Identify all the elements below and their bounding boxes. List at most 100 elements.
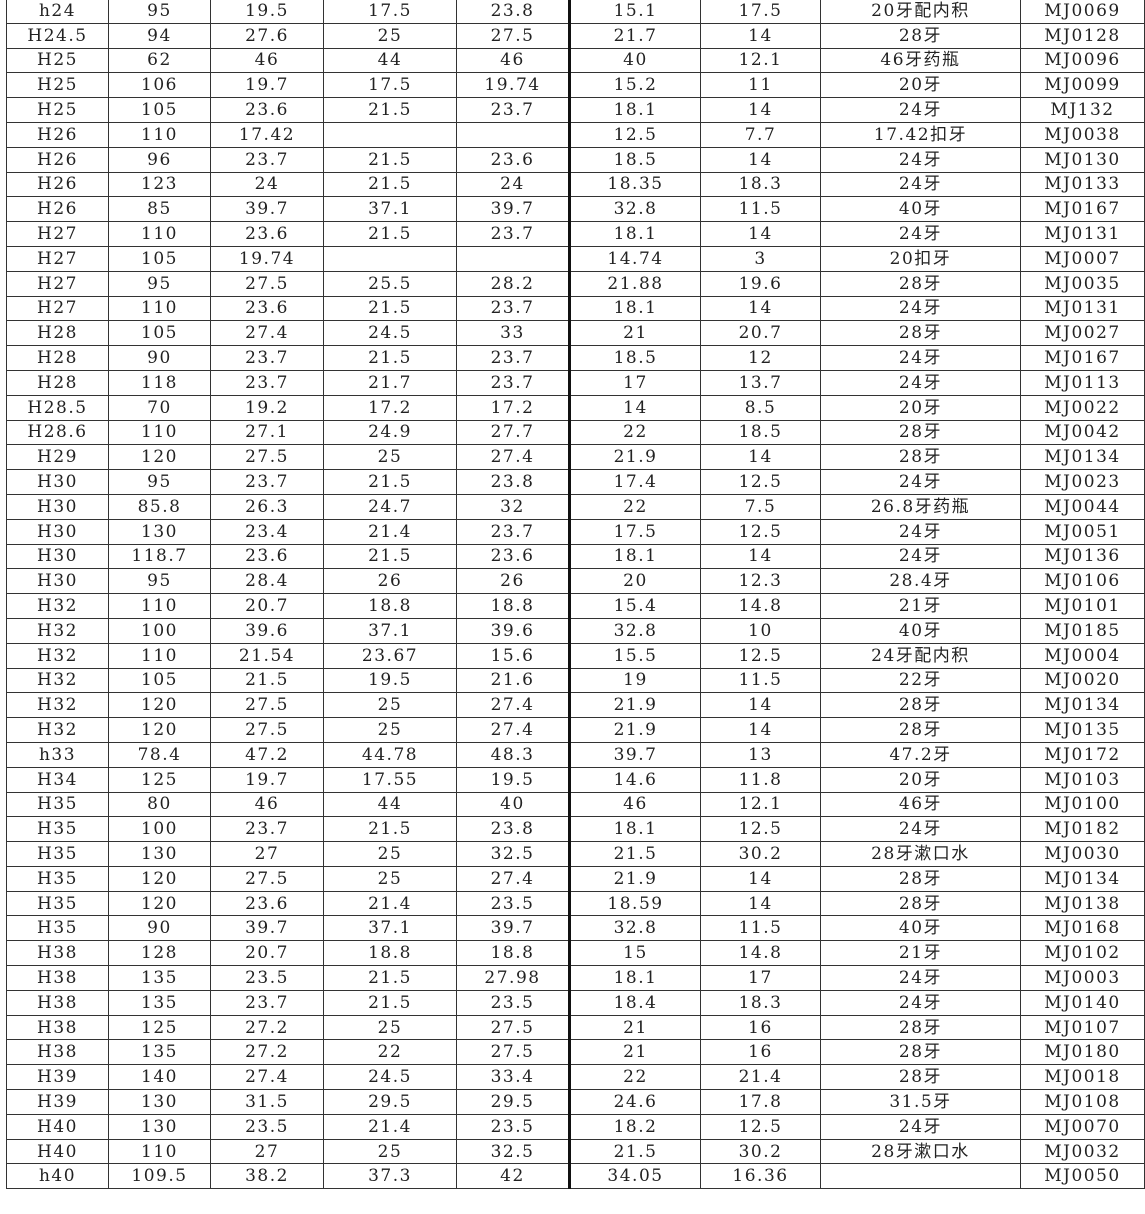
table-cell: 23.7 bbox=[210, 469, 324, 495]
table-cell: H25 bbox=[6, 47, 109, 74]
table-cell: 17.8 bbox=[700, 1089, 821, 1115]
table-cell: 21.5 bbox=[210, 667, 324, 694]
table-cell: MJ0134 bbox=[1020, 444, 1145, 471]
table-cell: 14.8 bbox=[700, 593, 821, 619]
table-cell: 40牙 bbox=[820, 617, 1021, 644]
table-cell: 24牙 bbox=[820, 989, 1021, 1016]
table-cell: MJ0069 bbox=[1020, 0, 1145, 24]
table-cell: 120 bbox=[108, 692, 211, 719]
table-cell: 110 bbox=[108, 1138, 211, 1165]
table-row: H25 106 19.7 17.5 19.74 15.2 11 20牙 MJ0099 bbox=[6, 72, 1145, 99]
table-cell: 27.5 bbox=[210, 717, 324, 743]
table-cell: MJ0070 bbox=[1020, 1113, 1145, 1140]
table-cell: 27.5 bbox=[210, 444, 324, 471]
table-cell: 24.7 bbox=[323, 493, 457, 520]
table-cell: 30.2 bbox=[700, 841, 821, 867]
table-cell: 27.5 bbox=[210, 692, 324, 719]
table-cell: 46 bbox=[210, 791, 324, 818]
table-row: h33 78.4 47.2 44.78 48.3 39.7 13 47.2牙 MJ0172 bbox=[6, 741, 1145, 768]
table-cell: 12.1 bbox=[700, 791, 821, 818]
table-cell: 19.2 bbox=[210, 394, 324, 421]
table-cell: 20 bbox=[568, 568, 701, 595]
table-cell: 28牙 bbox=[820, 320, 1021, 347]
table-cell: 28牙 bbox=[820, 1064, 1021, 1091]
table-cell: MJ0167 bbox=[1020, 196, 1145, 223]
table-cell: 12.5 bbox=[700, 816, 821, 843]
table-cell: 28.4牙 bbox=[820, 568, 1021, 595]
table-cell: 32.8 bbox=[568, 196, 701, 223]
table-cell: 110 bbox=[108, 642, 211, 669]
table-cell: 7.5 bbox=[700, 493, 821, 520]
table-cell: 23.5 bbox=[210, 965, 324, 991]
table-cell: 23.6 bbox=[210, 543, 324, 570]
table-cell: 21.7 bbox=[323, 369, 457, 396]
table-cell: H40 bbox=[6, 1113, 109, 1140]
table-cell: 28牙 bbox=[820, 22, 1021, 49]
table-cell: MJ0051 bbox=[1020, 518, 1145, 545]
table-cell: 23.7 bbox=[210, 816, 324, 843]
table-row: H30 130 23.4 21.4 23.7 17.5 12.5 24牙 MJ0051 bbox=[6, 518, 1145, 545]
table-cell: 14 bbox=[700, 22, 821, 49]
table-row: H38 135 23.7 21.5 23.5 18.4 18.3 24牙 MJ0140 bbox=[6, 989, 1145, 1016]
table-cell: MJ0136 bbox=[1020, 543, 1145, 570]
table-cell: 15 bbox=[568, 940, 701, 967]
table-cell: 25 bbox=[323, 717, 457, 743]
table-cell: 24牙 bbox=[820, 518, 1021, 545]
table-cell: 12.3 bbox=[700, 568, 821, 595]
table-cell: H26 bbox=[6, 121, 109, 148]
table-cell: MJ0138 bbox=[1020, 890, 1145, 917]
table-row: H32 110 21.54 23.67 15.6 15.5 12.5 24牙配内积 MJ0004 bbox=[6, 642, 1145, 669]
table-cell: 22 bbox=[568, 419, 701, 446]
table-cell: 33 bbox=[456, 320, 570, 347]
table-cell: 118 bbox=[108, 369, 211, 396]
table-cell: H38 bbox=[6, 1039, 109, 1066]
table-cell: 130 bbox=[108, 841, 211, 867]
table-cell: 15.4 bbox=[568, 593, 701, 619]
table-row: H35 120 23.6 21.4 23.5 18.59 14 28牙 MJ0138 bbox=[6, 890, 1145, 917]
table-cell: 130 bbox=[108, 1113, 211, 1140]
table-cell: 44.78 bbox=[323, 741, 457, 768]
table-cell: 25 bbox=[323, 1014, 457, 1041]
table-cell: H39 bbox=[6, 1089, 109, 1115]
table-row: H35 130 27 25 32.5 21.5 30.2 28牙漱口水 MJ0030 bbox=[6, 841, 1145, 867]
table-cell: 27.7 bbox=[456, 419, 570, 446]
table-cell: 130 bbox=[108, 518, 211, 545]
table-row: H32 105 21.5 19.5 21.6 19 11.5 22牙 MJ0020 bbox=[6, 667, 1145, 694]
table-cell bbox=[456, 245, 570, 272]
table-cell bbox=[456, 121, 570, 148]
table-cell: 26 bbox=[323, 568, 457, 595]
table-cell: 95 bbox=[108, 469, 211, 495]
table-cell: 29.5 bbox=[323, 1089, 457, 1115]
table-cell: 24牙 bbox=[820, 369, 1021, 396]
table-cell: H32 bbox=[6, 692, 109, 719]
table-cell: 105 bbox=[108, 245, 211, 272]
table-cell: 46牙 bbox=[820, 791, 1021, 818]
table-cell: 24牙 bbox=[820, 469, 1021, 495]
table-cell: 17.42扣牙 bbox=[820, 121, 1021, 148]
table-cell: 30.2 bbox=[700, 1138, 821, 1165]
table-cell: 18.5 bbox=[568, 146, 701, 173]
table-cell: 25 bbox=[323, 444, 457, 471]
table-cell: 40牙 bbox=[820, 915, 1021, 942]
table-cell: 24牙 bbox=[820, 171, 1021, 198]
table-cell: 14.74 bbox=[568, 245, 701, 272]
table-row: H25 105 23.6 21.5 23.7 18.1 14 24牙 MJ132 bbox=[6, 97, 1145, 123]
table-cell: 120 bbox=[108, 717, 211, 743]
table-cell: MJ0102 bbox=[1020, 940, 1145, 967]
table-cell: 24牙 bbox=[820, 816, 1021, 843]
table-cell: 14 bbox=[700, 295, 821, 322]
table-cell: 12.5 bbox=[700, 642, 821, 669]
table-cell: 27.4 bbox=[456, 865, 570, 892]
table-cell: 39.7 bbox=[568, 741, 701, 768]
table-cell: 27.5 bbox=[456, 1039, 570, 1066]
table-cell: 24牙配内积 bbox=[820, 642, 1021, 669]
table-cell: 11 bbox=[700, 72, 821, 99]
table-cell: 21牙 bbox=[820, 940, 1021, 967]
table-cell: 32.8 bbox=[568, 617, 701, 644]
table-cell: H28.6 bbox=[6, 419, 109, 446]
table-row: H25 62 46 44 46 40 12.1 46牙药瓶 MJ0096 bbox=[6, 47, 1145, 74]
table-cell: 19.5 bbox=[456, 766, 570, 793]
table-cell: 14.6 bbox=[568, 766, 701, 793]
table-cell: 31.5牙 bbox=[820, 1089, 1021, 1115]
table-cell: 23.67 bbox=[323, 642, 457, 669]
